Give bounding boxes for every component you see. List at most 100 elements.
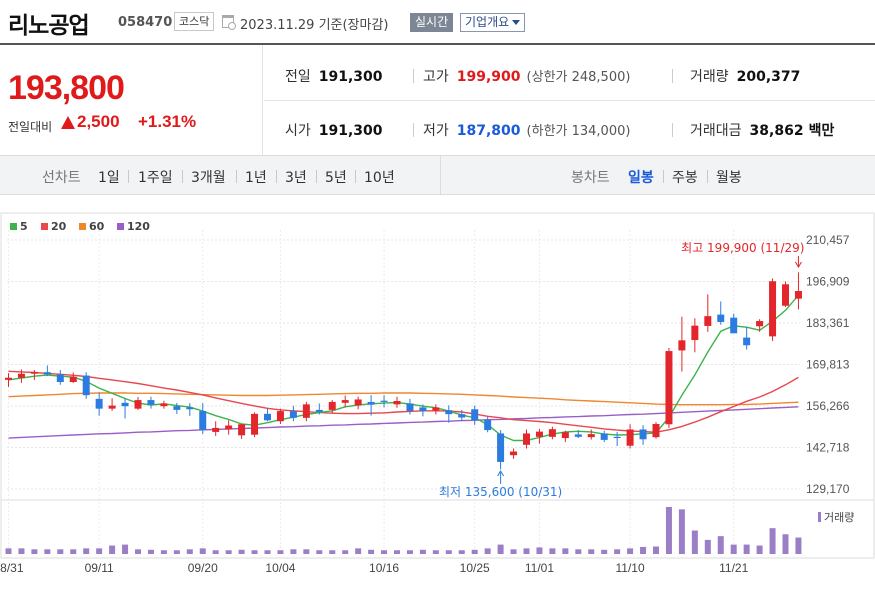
candle-body bbox=[30, 372, 38, 374]
period-1d[interactable]: 1일 bbox=[98, 170, 120, 186]
y-tick-label: 169,813 bbox=[806, 358, 850, 372]
volume-bar bbox=[96, 548, 103, 554]
period-separator bbox=[236, 170, 237, 183]
period-1y[interactable]: 1년 bbox=[245, 170, 267, 186]
candle-body bbox=[225, 425, 233, 430]
stat-volume-value: 200,377 bbox=[736, 69, 801, 85]
candle bbox=[225, 420, 233, 435]
candle-body bbox=[639, 429, 647, 440]
chevron-down-icon bbox=[512, 20, 521, 25]
company-overview-dropdown[interactable]: 기업개요 bbox=[460, 13, 526, 32]
candle bbox=[587, 429, 595, 440]
candle bbox=[769, 278, 777, 341]
candle bbox=[380, 395, 388, 408]
candle-body bbox=[587, 434, 595, 438]
stat-high-label: 고가 bbox=[423, 69, 449, 85]
volume-bar bbox=[109, 545, 116, 554]
candle bbox=[548, 426, 556, 440]
candle bbox=[652, 422, 660, 439]
candle-body bbox=[574, 434, 582, 437]
candle-body bbox=[432, 407, 440, 411]
volume-bar bbox=[225, 550, 232, 554]
period-1w[interactable]: 1주일 bbox=[138, 170, 173, 186]
candle-monthly[interactable]: 월봉 bbox=[716, 170, 742, 186]
change-percent: +1.31% bbox=[138, 112, 197, 131]
volume-bar bbox=[575, 549, 582, 554]
stat-open-value: 191,300 bbox=[318, 123, 383, 139]
candle-body bbox=[5, 377, 12, 380]
period-3m[interactable]: 3개월 bbox=[191, 170, 226, 186]
volume-bar bbox=[329, 550, 336, 554]
stat-separator bbox=[413, 123, 414, 137]
candle-weekly[interactable]: 주봉 bbox=[672, 170, 698, 186]
volume-bar bbox=[769, 528, 776, 554]
stock-code: 058470 bbox=[118, 15, 173, 30]
period-separator bbox=[355, 170, 356, 183]
candle-body bbox=[173, 406, 181, 410]
candle-body bbox=[548, 429, 556, 437]
volume-bar bbox=[445, 550, 452, 554]
candle-body bbox=[497, 433, 505, 462]
candle-body bbox=[769, 281, 777, 337]
volume-bar bbox=[471, 549, 478, 554]
volume-bar bbox=[394, 550, 400, 554]
volume-bar bbox=[135, 549, 141, 554]
candle-body bbox=[652, 423, 660, 438]
volume-bar bbox=[212, 550, 219, 554]
volume-bar bbox=[355, 548, 362, 554]
company-overview-label: 기업개요 bbox=[465, 15, 510, 29]
low-annotation: 최저 135,600 (10/31) bbox=[439, 485, 562, 499]
candle bbox=[665, 347, 673, 428]
candle-chart-label: 봉차트 bbox=[571, 170, 610, 186]
candle bbox=[341, 395, 349, 408]
legend-swatch bbox=[79, 223, 86, 230]
period-5y[interactable]: 5년 bbox=[325, 170, 347, 186]
legend-swatch bbox=[10, 223, 17, 230]
volume-bar bbox=[795, 537, 802, 554]
candle bbox=[82, 372, 90, 399]
period-10y[interactable]: 10년 bbox=[364, 170, 395, 186]
candle bbox=[251, 412, 259, 438]
current-price-panel: 193,800 전일대비 2,500 +1.31% bbox=[0, 45, 263, 155]
period-3y[interactable]: 3년 bbox=[285, 170, 307, 186]
candle bbox=[704, 294, 712, 332]
stat-open-label: 시가 bbox=[285, 123, 311, 139]
candle bbox=[782, 281, 789, 307]
high-annotation: 최고 199,900 (11/29) bbox=[681, 241, 804, 255]
realtime-button[interactable]: 실시간 bbox=[410, 13, 454, 32]
candle bbox=[458, 409, 466, 422]
market-badge: 코스닥 bbox=[174, 12, 215, 31]
candle-body bbox=[82, 375, 90, 396]
candle-body bbox=[199, 411, 207, 431]
candle bbox=[134, 397, 142, 410]
volume-legend-swatch bbox=[818, 512, 821, 522]
candle bbox=[743, 326, 751, 350]
up-triangle-icon bbox=[61, 116, 75, 129]
candle-body bbox=[56, 374, 64, 383]
legend-label: 120 bbox=[127, 220, 150, 233]
candle bbox=[147, 396, 155, 409]
stat-amount-label: 거래대금 bbox=[690, 123, 742, 139]
candle bbox=[535, 428, 543, 444]
candle-body bbox=[328, 401, 336, 410]
volume-bar bbox=[458, 550, 465, 554]
legend-label: 60 bbox=[89, 220, 105, 233]
volume-bar bbox=[588, 549, 595, 554]
volume-bar bbox=[665, 507, 672, 554]
y-tick-label: 129,170 bbox=[806, 482, 850, 496]
candle bbox=[264, 408, 271, 422]
volume-bar bbox=[717, 536, 724, 554]
candle-body bbox=[43, 372, 51, 375]
candle-daily[interactable]: 일봉 bbox=[628, 170, 654, 186]
candle bbox=[121, 398, 129, 419]
volume-bar bbox=[562, 548, 569, 554]
candle-body bbox=[276, 411, 284, 422]
candle bbox=[523, 429, 530, 449]
stat-separator bbox=[413, 69, 414, 83]
volume-bar bbox=[614, 549, 621, 554]
candle bbox=[678, 316, 686, 372]
period-separator bbox=[707, 170, 708, 183]
stat-prev-label: 전일 bbox=[285, 69, 311, 85]
period-separator bbox=[276, 170, 277, 183]
candle-body bbox=[238, 424, 246, 436]
